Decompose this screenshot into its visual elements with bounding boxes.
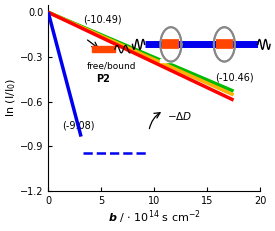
X-axis label: $\boldsymbol{b}$ / $\cdot$ 10$^{14}$ s cm$^{-2}$: $\boldsymbol{b}$ / $\cdot$ 10$^{14}$ s c…	[108, 209, 200, 226]
Text: $-\Delta D$: $-\Delta D$	[167, 110, 192, 122]
Bar	[92, 46, 115, 52]
Text: free/bound: free/bound	[86, 61, 136, 70]
Text: P2: P2	[96, 74, 110, 84]
Text: (-9.08): (-9.08)	[62, 121, 95, 131]
Y-axis label: ln (I/I$_0$): ln (I/I$_0$)	[5, 78, 18, 117]
Text: (-10.46): (-10.46)	[216, 73, 254, 83]
Text: (-10.49): (-10.49)	[83, 14, 122, 24]
